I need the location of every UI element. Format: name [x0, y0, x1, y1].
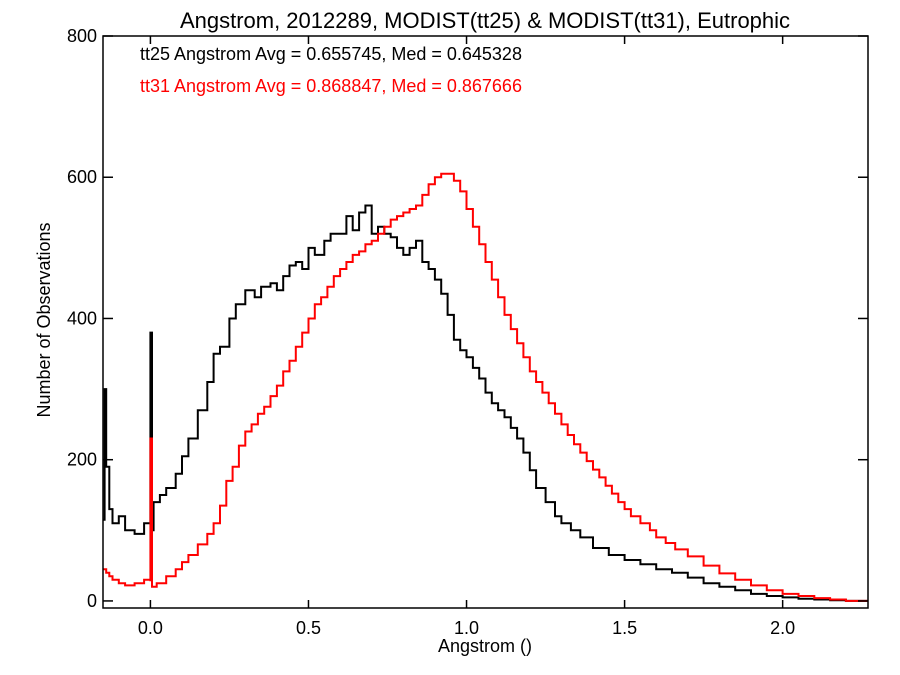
y-tick-label: 200 [67, 450, 97, 470]
x-axis-label: Angstrom () [438, 636, 532, 656]
x-tick-label: 2.0 [770, 618, 795, 638]
plot-frame [102, 35, 869, 609]
y-axis-label: Number of Observations [34, 222, 54, 417]
y-tick-label: 600 [67, 167, 97, 187]
x-tick-label: 0.0 [138, 618, 163, 638]
x-tick-label: 1.0 [454, 618, 479, 638]
x-tick-label: 1.5 [612, 618, 637, 638]
annotation-tt31: tt31 Angstrom Avg = 0.868847, Med = 0.86… [140, 76, 522, 96]
x-tick-label: 0.5 [296, 618, 321, 638]
chart-title: Angstrom, 2012289, MODIST(tt25) & MODIST… [180, 8, 790, 33]
y-tick-label: 400 [67, 308, 97, 328]
y-tick-label: 0 [87, 591, 97, 611]
series-line-0 [103, 204, 868, 602]
series-layer [103, 172, 868, 602]
annotation-tt25: tt25 Angstrom Avg = 0.655745, Med = 0.64… [140, 44, 522, 64]
x-ticks: 0.0 0.5 1.0 1.5 2.0 [138, 36, 795, 638]
y-tick-label: 800 [67, 26, 97, 46]
series-line-1 [103, 172, 868, 602]
y-ticks: 0 200 400 600 800 [67, 26, 868, 611]
